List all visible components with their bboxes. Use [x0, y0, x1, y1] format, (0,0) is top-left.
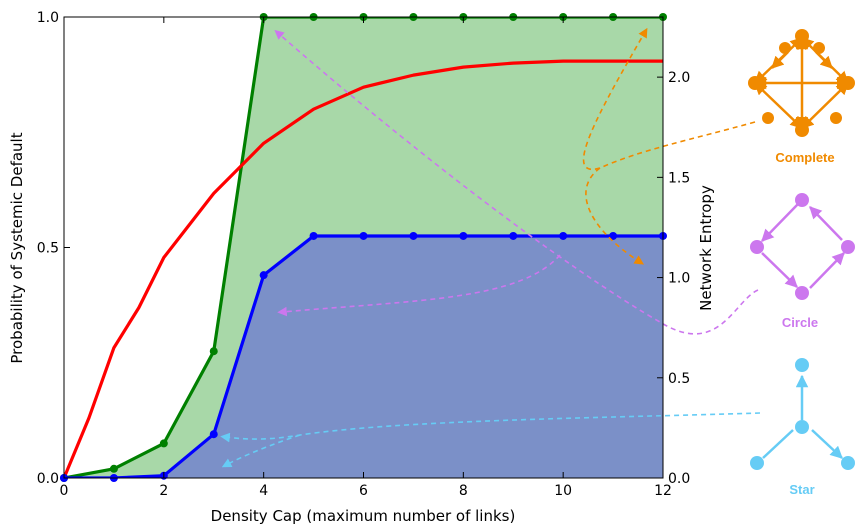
circle-network-diagram: [750, 193, 855, 300]
x-tick-label: 6: [359, 483, 368, 499]
series-1-point: [509, 231, 518, 240]
x-tick-label: 8: [459, 483, 468, 499]
series-1-point: [359, 231, 368, 240]
y-tick-label: 0.5: [37, 241, 59, 257]
x-tick-label: 2: [159, 483, 168, 499]
axis-ticks: 0 2 4 6 8 10 120.00.51.00.00.51.01.52.0: [37, 10, 691, 499]
circle-label: Circle: [782, 315, 818, 330]
x-tick-label: 10: [554, 483, 572, 499]
x-tick-label: 0: [60, 483, 69, 499]
y2-tick-label: 1.0: [668, 271, 690, 287]
complete-label: Complete: [775, 150, 834, 165]
y2-tick-label: 0.0: [668, 471, 690, 487]
x-tick-label: 4: [259, 483, 268, 499]
series-0-point: [109, 464, 118, 473]
series-0-point: [209, 347, 218, 356]
series-1-point: [409, 231, 418, 240]
y2-tick-label: 2.0: [668, 70, 690, 86]
series-1-area: [64, 235, 663, 478]
complete-arrow: [582, 27, 756, 171]
series-1-point: [459, 231, 468, 240]
series-2-line: [64, 59, 663, 478]
star-arrow: [220, 412, 761, 443]
x-tick-label: 12: [654, 483, 672, 499]
complete-arrow-2: [585, 167, 645, 265]
series-1-point: [609, 231, 618, 240]
star-network-diagram: [750, 358, 855, 470]
series-1-point: [209, 430, 218, 439]
plot-area: [64, 17, 663, 478]
series-1-point: [309, 231, 318, 240]
circle-arrow: [274, 29, 759, 335]
series-1-point: [259, 271, 268, 280]
y-axis-label: Probability of Systemic Default: [8, 132, 26, 363]
series-0-point: [159, 439, 168, 448]
star-label: Star: [789, 482, 814, 497]
y2-tick-label: 1.5: [668, 170, 690, 186]
series-1-point: [559, 231, 568, 240]
y-tick-label: 0.0: [37, 471, 59, 487]
annotation-arrows: [220, 27, 761, 468]
x-axis-label: Density Cap (maximum number of links): [211, 507, 516, 525]
star-arrow-2: [221, 434, 301, 468]
y-tick-label: 1.0: [37, 10, 59, 26]
y2-axis-label: Network Entropy: [697, 185, 715, 311]
circle-arrow-2: [277, 254, 561, 317]
y2-tick-label: 0.5: [668, 371, 690, 387]
complete-network-diagram: [748, 29, 855, 137]
